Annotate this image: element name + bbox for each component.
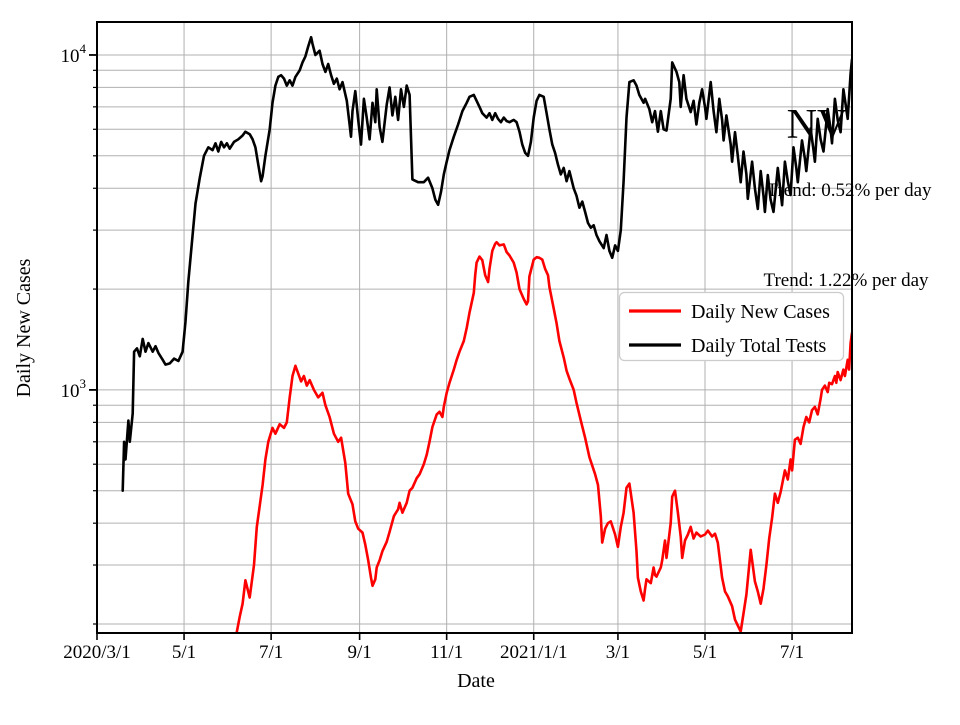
series-layer <box>121 35 852 633</box>
x-tick-label: 5/1 <box>693 642 717 663</box>
x-tick-label: 3/1 <box>606 642 630 663</box>
y-axis-label: Daily New Cases <box>13 258 35 397</box>
x-tick-label: 11/1 <box>430 642 463 663</box>
x-tick-label: 5/1 <box>172 642 196 663</box>
x-tick-label: 7/1 <box>259 642 283 663</box>
x-tick-label: 2021/1/1 <box>500 642 568 663</box>
legend: Daily New Cases Daily Total Tests <box>618 291 845 362</box>
series-daily-new-cases <box>235 240 852 633</box>
x-tick-label: 9/1 <box>347 642 371 663</box>
x-tick-label: 2020/3/1 <box>63 642 131 663</box>
tick-labels: 2020/3/1 5/1 7/1 9/1 11/1 2021/1/1 3/1 5/1 7/1 10… <box>61 41 805 663</box>
series-daily-total-tests <box>121 35 852 493</box>
x-tick-label: 7/1 <box>780 642 804 663</box>
axes-layer: 2020/3/1 5/1 7/1 9/1 11/1 2021/1/1 3/1 5/1 7/1 10… <box>13 21 853 692</box>
legend-label-cases: Daily New Cases <box>691 301 830 323</box>
trend-tests-annotation: Trend: 0.52% per day <box>767 180 932 201</box>
axes-frame <box>96 21 853 634</box>
y-tick-label: 103 <box>61 376 87 402</box>
y-tick-label: 104 <box>61 41 87 67</box>
trend-cases-annotation: Trend: 1.22% per day <box>764 270 929 291</box>
legend-label-tests: Daily Total Tests <box>691 335 827 357</box>
x-axis-label: Date <box>457 670 495 692</box>
tick-marks <box>89 54 793 640</box>
